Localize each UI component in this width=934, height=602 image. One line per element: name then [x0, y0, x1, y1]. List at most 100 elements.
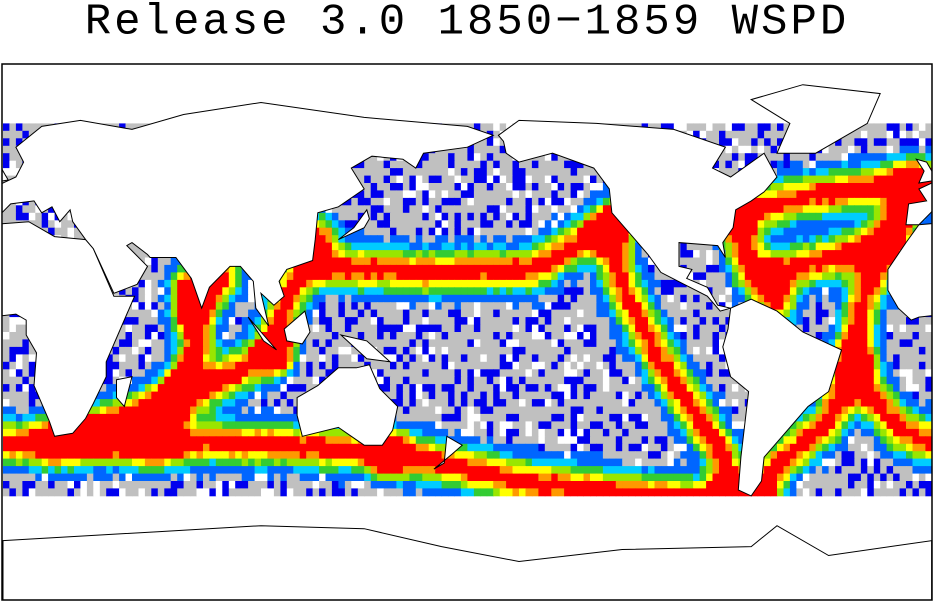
- density-cell: [893, 123, 900, 132]
- density-cell: [48, 227, 55, 236]
- density-cell: [544, 250, 552, 258]
- density-cell: [215, 279, 223, 288]
- density-cell: [499, 160, 507, 169]
- density-cell: [854, 153, 862, 162]
- density-cell: [454, 183, 462, 191]
- density-cell: [344, 354, 352, 363]
- density-cell: [848, 250, 855, 258]
- density-cell: [486, 168, 494, 176]
- density-cell: [570, 309, 578, 318]
- density-cell: [460, 264, 468, 273]
- density-cell: [796, 235, 804, 244]
- density-cell: [499, 302, 507, 311]
- density-cell: [519, 309, 526, 318]
- density-cell: [493, 264, 501, 273]
- density-cell: [473, 153, 481, 162]
- density-cell: [551, 190, 559, 199]
- density-cell: [299, 361, 307, 370]
- density-cell: [390, 346, 397, 355]
- density-cell: [860, 160, 868, 169]
- density-cell: [383, 242, 391, 251]
- density-cell: [654, 294, 662, 303]
- density-cell: [409, 279, 417, 288]
- density-cell: [177, 294, 185, 303]
- density-cell: [622, 332, 630, 340]
- density-cell: [867, 332, 875, 340]
- density-cell: [873, 287, 881, 296]
- density-cell: [351, 235, 359, 244]
- density-cell: [190, 317, 197, 325]
- density-cell: [577, 302, 584, 311]
- density-cell: [454, 220, 462, 229]
- density-cell: [512, 264, 520, 273]
- density-cell: [454, 317, 462, 325]
- density-cell: [583, 205, 591, 214]
- density-cell: [512, 205, 520, 214]
- density-cell: [35, 212, 43, 221]
- density-cell: [170, 361, 178, 370]
- density-cell: [764, 145, 771, 154]
- density-cell: [383, 279, 391, 288]
- density-cell: [486, 294, 494, 303]
- density-cell: [880, 242, 888, 251]
- density-cell: [667, 123, 675, 132]
- density-cell: [822, 160, 829, 169]
- density-cell: [506, 197, 513, 206]
- density-cell: [822, 242, 829, 251]
- density-cell: [873, 369, 881, 378]
- density-cell: [351, 250, 359, 258]
- density-cell: [886, 361, 894, 370]
- density-cell: [460, 160, 468, 169]
- density-cell: [215, 354, 223, 363]
- density-cell: [564, 197, 571, 206]
- density-cell: [473, 190, 481, 199]
- density-cell: [480, 168, 488, 176]
- density-cell: [544, 332, 552, 340]
- density-cell: [215, 324, 223, 333]
- density-cell: [3, 317, 10, 325]
- density-cell: [493, 294, 501, 303]
- density-cell: [280, 279, 288, 288]
- density-cell: [486, 369, 494, 378]
- density-cell: [557, 332, 565, 340]
- density-cell: [828, 264, 836, 273]
- density-cell: [699, 332, 707, 340]
- density-cell: [460, 212, 468, 221]
- density-cell: [912, 160, 920, 169]
- density-cell: [564, 168, 571, 176]
- density-cell: [286, 264, 294, 273]
- density-cell: [157, 272, 165, 281]
- density-cell: [667, 339, 675, 348]
- density-cell: [248, 339, 255, 348]
- density-cell: [615, 250, 623, 258]
- density-cell: [441, 153, 449, 162]
- density-cell: [325, 354, 333, 363]
- density-cell: [538, 287, 546, 296]
- density-cell: [848, 138, 855, 147]
- density-cell: [402, 175, 410, 184]
- density-cell: [777, 227, 784, 236]
- density-cell: [873, 339, 881, 348]
- density-cell: [512, 346, 520, 355]
- density-cell: [402, 190, 410, 199]
- density-cell: [906, 175, 913, 184]
- density-cell: [912, 153, 920, 162]
- density-cell: [222, 317, 230, 325]
- density-cell: [119, 354, 126, 363]
- density-cell: [796, 212, 804, 221]
- density-cell: [203, 302, 210, 311]
- density-cell: [170, 339, 178, 348]
- density-cell: [770, 197, 778, 206]
- density-cell: [783, 279, 791, 288]
- density-cell: [531, 160, 539, 169]
- density-cell: [660, 339, 668, 348]
- density-cell: [338, 361, 346, 370]
- density-cell: [590, 346, 597, 355]
- density-cell: [848, 272, 855, 281]
- density-cell: [364, 332, 372, 340]
- density-cell: [770, 235, 778, 244]
- density-cell: [370, 197, 378, 206]
- density-cell: [783, 183, 791, 191]
- density-cell: [22, 376, 30, 385]
- density-cell: [570, 339, 578, 348]
